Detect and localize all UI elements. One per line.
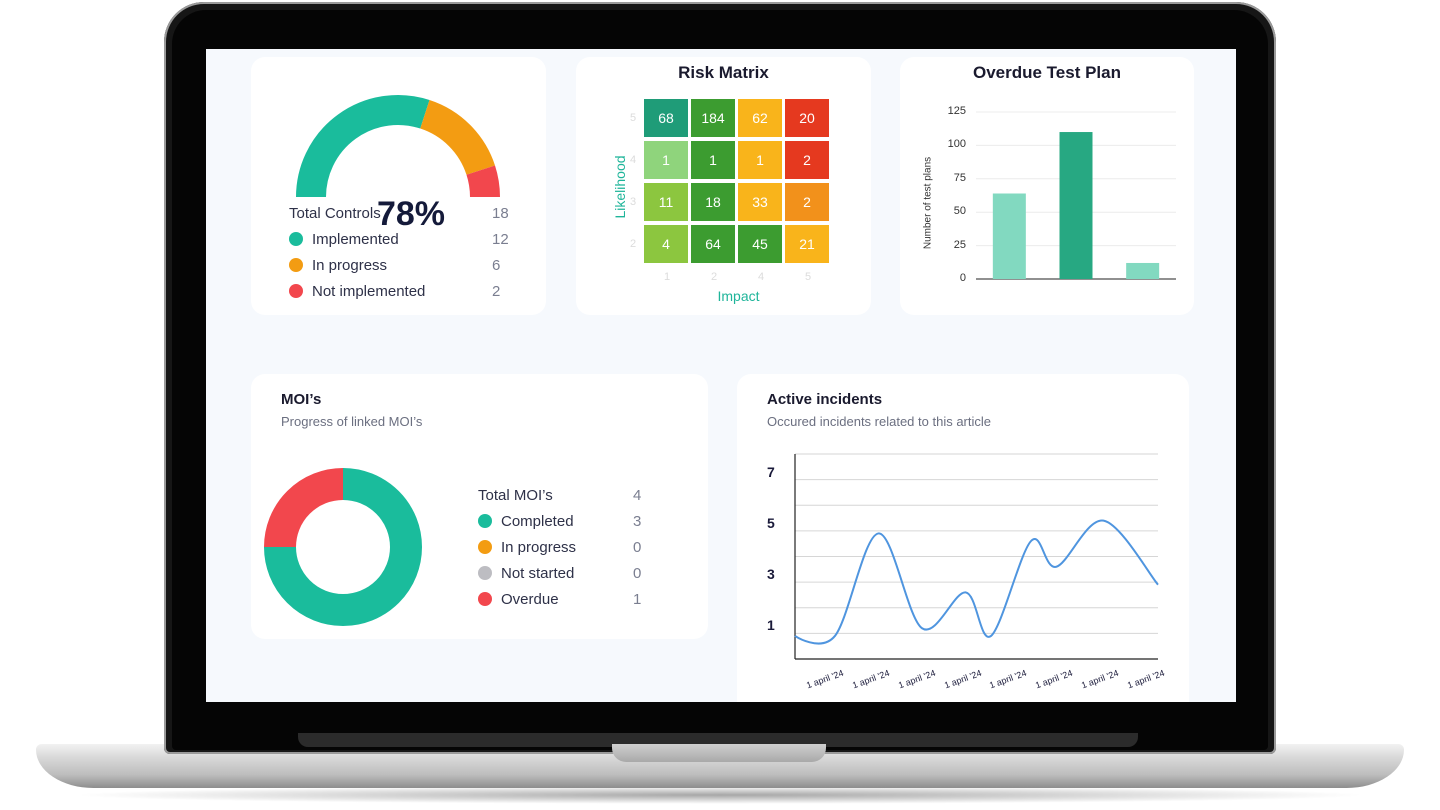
- risk-matrix-cell: 1: [691, 141, 735, 179]
- risk-matrix-cell: 184: [691, 99, 735, 137]
- line-y-tick: 7: [767, 463, 775, 480]
- risk-matrix-cell: 64: [691, 225, 735, 263]
- line-y-tick: 1: [767, 617, 775, 634]
- risk-matrix-y-tick: 3: [630, 196, 637, 208]
- risk-matrix-cell: 2: [785, 183, 829, 221]
- risk-matrix-cell: 62: [738, 99, 782, 137]
- dashboard-screen: 78% Total Controls 18 Implemented 12 In pr…: [206, 49, 1236, 702]
- line-y-tick: 5: [767, 514, 775, 531]
- mois-title: MOI’s: [281, 391, 322, 408]
- controls-total-value: 18: [492, 205, 509, 222]
- bar-2: [1126, 262, 1160, 279]
- impact-axis-label: Impact: [717, 288, 760, 304]
- bar-0: [992, 193, 1026, 279]
- mois-legend-value: 1: [633, 591, 642, 608]
- mois-legend-value: 0: [633, 565, 642, 582]
- laptop-hinge: [298, 733, 1138, 747]
- risk-matrix-grid: 68 184 62 20 1 1 1 2 11 18 33 2 4 64 45 21: [644, 99, 834, 267]
- legend-dot: [289, 232, 303, 246]
- overdue-bar-chart: [976, 111, 1176, 280]
- legend-dot: [478, 540, 492, 554]
- likelihood-axis-label: Likelihood: [612, 155, 628, 219]
- bar-1: [1059, 132, 1093, 279]
- mois-total-label: Total MOI’s: [478, 487, 553, 504]
- laptop-shadow: [70, 786, 1370, 804]
- mois-legend-item: In progress: [478, 539, 576, 556]
- risk-matrix-y-tick: 5: [630, 112, 637, 124]
- donut-segment-3: [264, 468, 344, 548]
- gauge-segment-1: [419, 99, 496, 176]
- risk-matrix-cell: 68: [644, 99, 688, 137]
- line-y-tick: 3: [767, 566, 775, 583]
- mois-legend-item: Completed: [478, 513, 574, 530]
- controls-legend-label: Not implemented: [312, 283, 426, 300]
- mois-subtitle: Progress of linked MOI’s: [281, 414, 423, 429]
- controls-legend-value: 6: [492, 257, 501, 274]
- bar-y-tick: 0: [959, 272, 966, 284]
- controls-legend-item: In progress: [289, 257, 387, 274]
- risk-matrix-x-tick: 2: [711, 271, 718, 283]
- active-incidents-card: Active incidents Occured incidents relat…: [737, 374, 1189, 702]
- risk-matrix-cell: 18: [691, 183, 735, 221]
- risk-matrix-cell: 33: [738, 183, 782, 221]
- bar-y-tick: 100: [947, 138, 966, 151]
- risk-matrix-x-tick: 5: [805, 271, 812, 283]
- risk-matrix-cell: 1: [644, 141, 688, 179]
- active-incidents-title: Active incidents: [767, 391, 883, 408]
- bar-y-tick: 125: [947, 105, 966, 117]
- gauge-percent: 78%: [376, 195, 446, 233]
- legend-dot: [478, 566, 492, 580]
- overdue-test-plan-title: Overdue Test Plan: [972, 63, 1121, 82]
- risk-matrix-x-tick: 1: [664, 271, 671, 283]
- risk-matrix-cell: 20: [785, 99, 829, 137]
- mois-legend-label: Completed: [501, 513, 574, 530]
- active-incidents-subtitle: Occured incidents related to this articl…: [767, 414, 991, 429]
- legend-dot: [289, 258, 303, 272]
- laptop-notch: [612, 744, 826, 762]
- overdue-test-plan-card: Overdue Test Plan Number of test plans 0…: [900, 57, 1194, 315]
- gauge-chart: [296, 95, 500, 197]
- controls-legend-label: In progress: [312, 257, 388, 274]
- mois-legend-value: 0: [633, 539, 642, 556]
- mois-card: MOI’s Progress of linked MOI’s Total MOI…: [251, 374, 708, 639]
- risk-matrix-cell: 2: [785, 141, 829, 179]
- mois-donut-chart: [264, 468, 422, 626]
- controls-total-label: Total Controls: [289, 205, 381, 222]
- bar-y-tick: 50: [953, 205, 966, 218]
- risk-matrix-cell: 21: [785, 225, 829, 263]
- mois-legend-item: Overdue: [478, 591, 559, 608]
- risk-matrix-title: Risk Matrix: [678, 63, 769, 82]
- risk-matrix-card: Risk Matrix 68 184 62 20 1 1 1 2 11 18 33 2 4 64 45 21 …: [576, 57, 871, 315]
- bar-y-tick: 25: [953, 238, 966, 251]
- controls-legend-label: Implemented: [312, 231, 399, 248]
- risk-matrix-y-tick: 4: [630, 154, 637, 166]
- controls-legend-item: Implemented: [289, 231, 399, 248]
- controls-legend-value: 2: [492, 283, 501, 300]
- risk-matrix-cell: 11: [644, 183, 688, 221]
- mois-legend-label: Overdue: [501, 591, 559, 608]
- legend-dot: [478, 592, 492, 606]
- risk-matrix-cell: 45: [738, 225, 782, 263]
- bar-y-tick: 75: [953, 171, 966, 184]
- mois-legend-label: In progress: [501, 539, 577, 556]
- legend-dot: [289, 284, 303, 298]
- mois-legend-label: Not started: [501, 565, 575, 582]
- mois-legend-value: 3: [633, 513, 642, 530]
- risk-matrix-x-tick: 4: [758, 271, 765, 283]
- mois-total-value: 4: [633, 487, 642, 504]
- legend-dot: [478, 514, 492, 528]
- controls-legend-item: Not implemented: [289, 283, 425, 300]
- controls-card: 78% Total Controls 18 Implemented 12 In pr…: [251, 57, 546, 315]
- mois-legend-item: Not started: [478, 565, 574, 582]
- controls-legend-value: 12: [492, 231, 509, 248]
- gauge-segment-2: [466, 165, 500, 197]
- risk-matrix-cell: 1: [738, 141, 782, 179]
- active-incidents-line-chart: [794, 453, 1159, 660]
- risk-matrix-cell: 4: [644, 225, 688, 263]
- gauge-segment-0: [296, 95, 430, 197]
- incidents-line: [794, 519, 1159, 645]
- risk-matrix-y-tick: 2: [630, 238, 637, 250]
- donut-segment-0: [264, 468, 422, 626]
